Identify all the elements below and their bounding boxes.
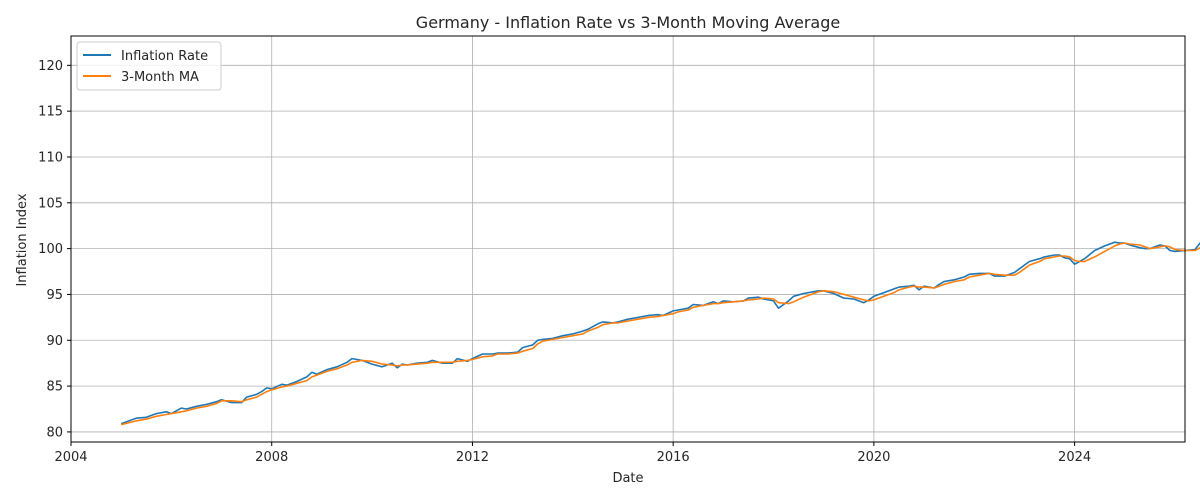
x-axis-title: Date (612, 471, 643, 486)
legend-label-inflation-rate: Inflation Rate (121, 49, 208, 64)
y-tick-label: 100 (38, 242, 63, 257)
y-tick-label: 95 (46, 288, 63, 303)
y-tick-label: 90 (46, 334, 63, 349)
x-tick-label: 2008 (255, 450, 288, 465)
x-tick-label: 2016 (657, 450, 690, 465)
plot-frame (70, 35, 1186, 443)
y-tick-label: 110 (38, 150, 63, 165)
series-layer (120, 241, 1200, 426)
legend-box (76, 41, 222, 91)
chart-title: Germany - Inflation Rate vs 3-Month Movi… (416, 13, 840, 32)
legend-label-3-month-ma: 3-Month MA (121, 70, 199, 85)
grid (70, 36, 1185, 442)
y-tick-label: 85 (46, 380, 63, 395)
y-tick-label: 120 (38, 59, 63, 74)
series-line-3-month-ma (121, 242, 1200, 426)
x-tick-label: 2004 (54, 450, 87, 465)
legend: Inflation Rate 3-Month MA (76, 41, 222, 91)
y-tick-label: 105 (38, 196, 63, 211)
y-tick-label: 80 (46, 425, 63, 440)
x-axis-ticks: 2004 2008 2012 2016 2020 2024 (54, 442, 1091, 465)
y-tick-label: 115 (38, 105, 63, 120)
y-axis-ticks: 80 85 90 95 100 105 110 115 120 (38, 59, 71, 440)
x-tick-label: 2020 (857, 450, 890, 465)
series-line-inflation-rate (120, 241, 1200, 425)
x-tick-label: 2024 (1058, 450, 1091, 465)
y-axis-title: Inflation Index (15, 193, 30, 286)
x-tick-label: 2012 (456, 450, 489, 465)
